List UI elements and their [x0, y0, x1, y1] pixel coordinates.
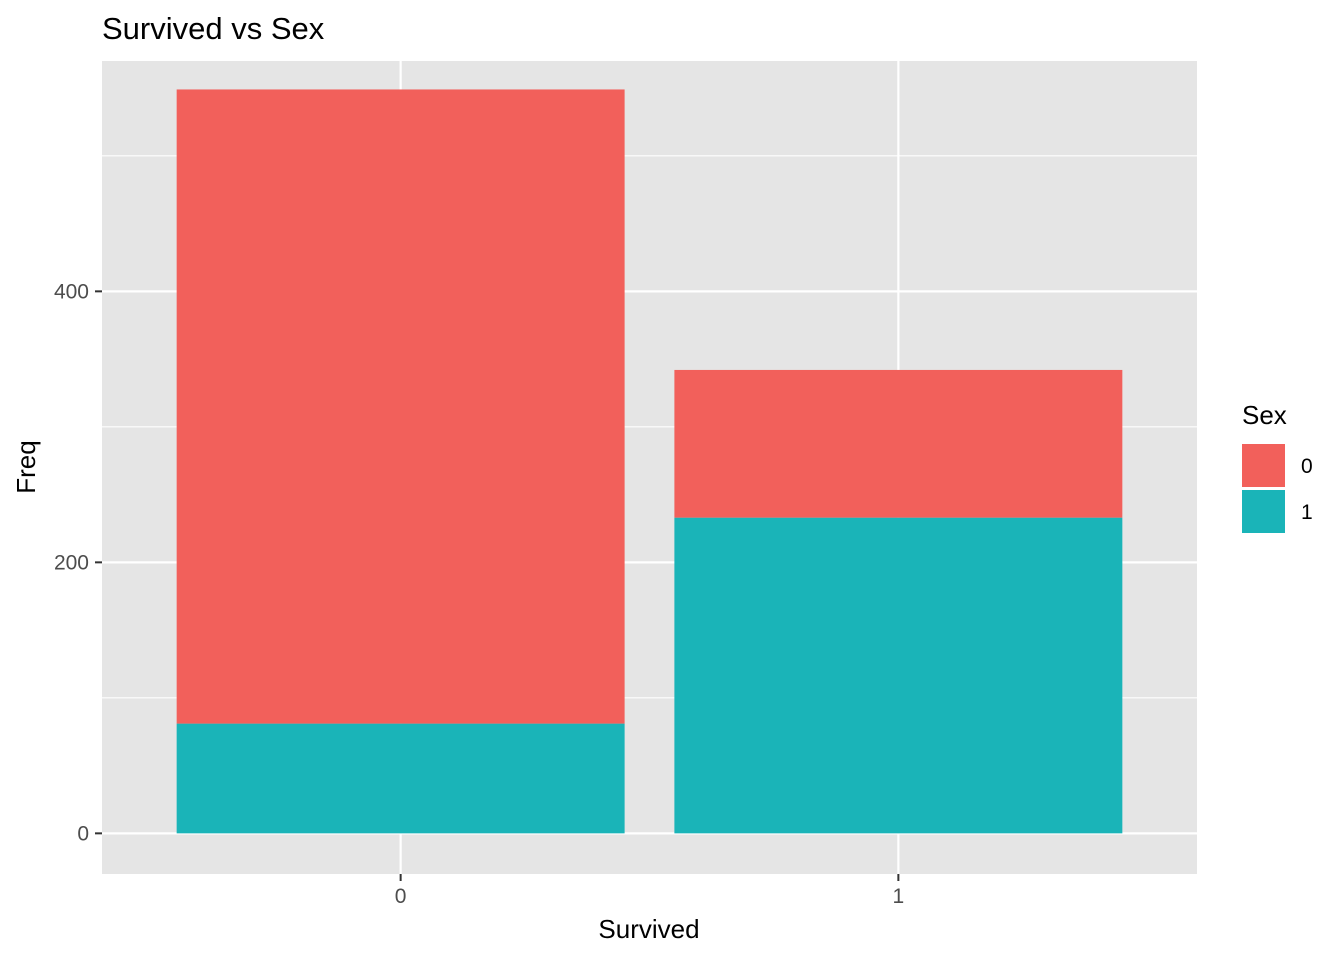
legend-key-0 [1242, 444, 1285, 487]
y-tick-label: 0 [77, 822, 89, 845]
y-tick-label: 200 [54, 551, 89, 574]
legend-label-0: 0 [1301, 455, 1313, 478]
legend-title: Sex [1242, 400, 1287, 430]
legend-entries: 01 [1242, 444, 1313, 533]
bar-0-sex-1 [176, 723, 625, 834]
bar-1-sex-0 [674, 369, 1123, 518]
x-axis-title: Survived [598, 914, 699, 944]
legend: Sex 01 [1242, 400, 1313, 533]
x-tick-label: 1 [893, 885, 905, 908]
x-tick-label: 0 [395, 885, 407, 908]
y-axis-title: Freq [11, 440, 41, 493]
y-axis: 0 200 400 [54, 280, 102, 845]
bar-0-sex-0 [176, 89, 625, 724]
bar-1-sex-1 [674, 517, 1123, 834]
legend-key-1 [1242, 490, 1285, 533]
legend-label-1: 1 [1301, 501, 1313, 524]
bars [176, 89, 1123, 834]
y-tick-label: 400 [54, 280, 89, 303]
chart-title: Survived vs Sex [102, 11, 325, 46]
